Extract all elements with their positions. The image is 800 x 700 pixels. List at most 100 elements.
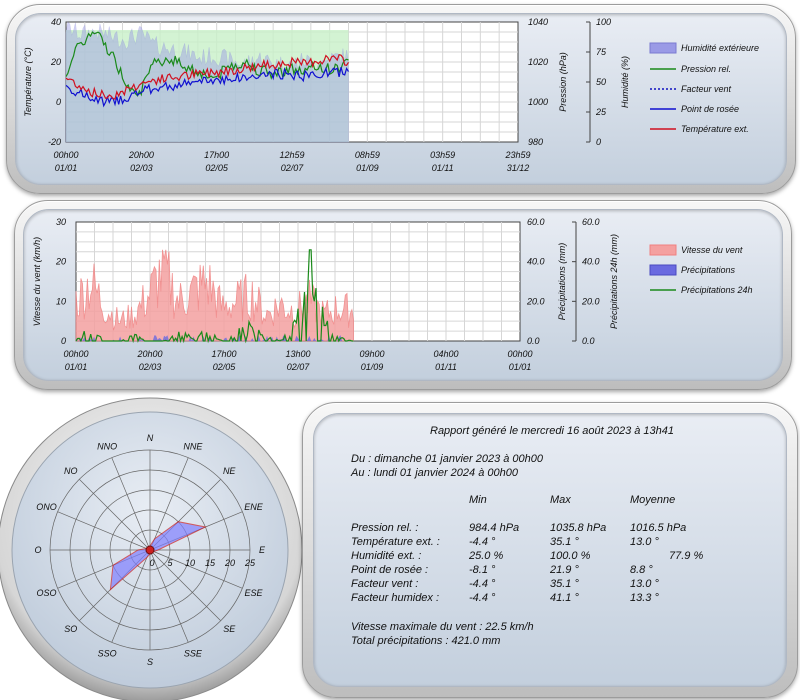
y-right2-tick: 60.0 — [582, 217, 600, 227]
legend-swatch-humidity — [649, 42, 677, 54]
row-min: -4.4 ° — [469, 536, 496, 548]
y-left-tick: 0 — [61, 336, 66, 346]
legend-label: Humidité extérieure — [681, 43, 759, 53]
x-tick-date: 01/11 — [435, 362, 457, 372]
x-tick-time: 20h00 — [128, 150, 154, 160]
rose-tick: 5 — [167, 558, 173, 568]
rose-direction: SSO — [98, 648, 117, 658]
x-tick-date: 02/07 — [281, 163, 305, 173]
header-avg: Moyenne — [630, 494, 676, 506]
rose-direction: SO — [64, 624, 77, 634]
row-max: 100.0 % — [550, 550, 591, 562]
x-tick-date: 02/05 — [213, 362, 237, 372]
row-max: 21.9 ° — [550, 564, 579, 576]
rose-direction: NO — [64, 466, 78, 476]
y-left-tick: 20 — [50, 57, 61, 67]
row-min: 25.0 % — [469, 550, 504, 562]
rose-spoke — [149, 549, 221, 621]
x-tick-time: 23h59 — [504, 150, 530, 160]
x-tick-date: 01/11 — [432, 163, 454, 173]
y-left-tick: 30 — [56, 217, 66, 227]
row-label: Pression rel. : — [351, 522, 419, 534]
y-right2-label: Précipitations 24h (mm) — [609, 234, 619, 329]
legend-swatch-precip — [649, 264, 677, 276]
rose-spoke — [57, 511, 151, 551]
y-right2-tick: 50 — [596, 77, 606, 87]
rose-spoke — [149, 549, 243, 589]
pressure-series — [65, 31, 349, 97]
row-avg: 13.3 ° — [630, 592, 659, 604]
x-tick-time: 08h59 — [355, 150, 380, 160]
y-right2-label: Humidité (%) — [620, 56, 630, 108]
x-tick-time: 12h59 — [279, 150, 304, 160]
y-left-tick: 40 — [51, 17, 61, 27]
x-tick-time: 00h00 — [53, 150, 78, 160]
rose-tick: 10 — [185, 558, 195, 568]
row-avg: 1016.5 hPa — [630, 522, 687, 534]
temperature-series — [65, 53, 350, 100]
row-min: -4.4 ° — [469, 578, 496, 590]
y-right1-label: Précipitations (mm) — [557, 243, 567, 321]
x-tick-date: 01/01 — [65, 362, 88, 372]
rose-direction: O — [34, 545, 41, 555]
legend-label: Vitesse du vent — [681, 245, 743, 255]
x-tick-time: 00h00 — [63, 349, 88, 359]
row-label: Point de rosée : — [351, 564, 429, 576]
y-right1-tick: 1020 — [528, 57, 548, 67]
legend-label: Point de rosée — [681, 104, 739, 114]
y-right2-tick: 40.0 — [582, 257, 600, 267]
x-tick-time: 13h00 — [285, 349, 310, 359]
rose-tick: 0 — [149, 558, 154, 568]
y-right2-tick: 0 — [596, 137, 601, 147]
row-label: Facteur humidex : — [351, 592, 440, 604]
x-tick-date: 02/05 — [205, 163, 229, 173]
report-title: Rapport généré le mercredi 16 août 2023 … — [430, 425, 675, 437]
legend-swatch-wind — [649, 244, 677, 256]
y-right1-tick: 1000 — [528, 97, 548, 107]
row-avg: 77.9 % — [669, 550, 704, 562]
rose-direction: ENE — [244, 502, 264, 512]
rose-tick: 20 — [224, 558, 235, 568]
rose-direction: SE — [223, 624, 236, 634]
row-max: 41.1 ° — [550, 592, 579, 604]
x-tick-date: 02/03 — [130, 163, 153, 173]
rose-direction: SSE — [184, 648, 203, 658]
row-avg: 13.0 ° — [630, 578, 659, 590]
y-right2-tick: 0.0 — [582, 336, 595, 346]
y-left-label: Vitesse du vent (km/h) — [32, 237, 42, 326]
row-label: Température ext. : — [351, 536, 440, 548]
report-to: Au : lundi 01 janvier 2024 à 00h00 — [351, 467, 518, 479]
x-tick-date: 02/07 — [287, 362, 311, 372]
row-avg: 13.0 ° — [630, 536, 659, 548]
legend-label: Pression rel. — [681, 64, 731, 74]
x-tick-time: 17h00 — [211, 349, 236, 359]
rose-direction: N — [147, 433, 154, 443]
row-max: 35.1 ° — [550, 578, 579, 590]
y-right2-tick: 100 — [596, 17, 611, 27]
x-tick-date: 01/09 — [361, 362, 384, 372]
row-max: 1035.8 hPa — [550, 522, 607, 534]
y-left-tick: 10 — [56, 296, 66, 306]
rose-direction: ESE — [244, 588, 263, 598]
row-max: 35.1 ° — [550, 536, 579, 548]
total-precip: Total précipitations : 421.0 mm — [351, 635, 501, 647]
x-tick-time: 03h59 — [430, 150, 455, 160]
y-right1-label: Pression (hPa) — [558, 52, 568, 112]
y-right1-tick: 60.0 — [527, 217, 545, 227]
rose-direction: ONO — [36, 502, 57, 512]
rose-tick: 15 — [205, 558, 216, 568]
row-label: Humidité ext. : — [351, 550, 422, 562]
legend-label: Précipitations — [681, 265, 736, 275]
rose-direction: NNO — [97, 442, 117, 452]
x-tick-date: 01/01 — [509, 362, 532, 372]
humidity-fill-area — [66, 30, 349, 142]
y-right1-tick: 980 — [528, 137, 543, 147]
x-tick-time: 00h00 — [507, 349, 532, 359]
row-min: -4.4 ° — [469, 592, 496, 604]
row-label: Facteur vent : — [351, 578, 419, 590]
y-right1-tick: 40.0 — [527, 257, 545, 267]
max-wind: Vitesse maximale du vent : 22.5 km/h — [351, 621, 534, 633]
row-min: -8.1 ° — [469, 564, 496, 576]
x-tick-date: 31/12 — [507, 163, 530, 173]
precip24-series — [75, 249, 354, 344]
